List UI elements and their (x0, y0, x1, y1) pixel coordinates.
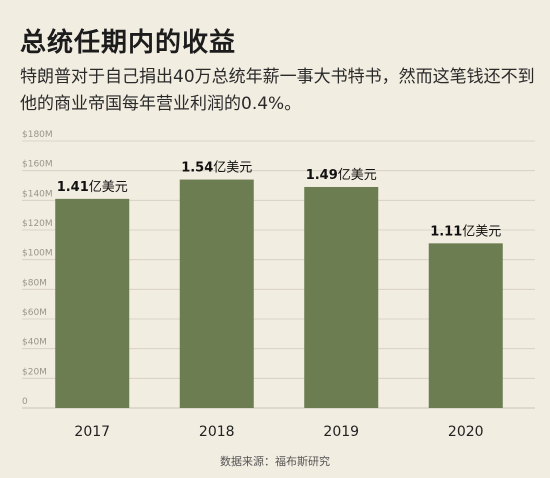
bar-2017 (55, 198, 130, 408)
y-tick-label: $100M (22, 249, 53, 259)
label-layer: 1.41亿美元 2017 1.54亿美元 2018 1.49亿美元 2019 1.11亿美元… (57, 161, 502, 440)
data-label: 1.11亿美元 (430, 224, 501, 239)
y-tick-label: $80M (22, 278, 47, 288)
source-note: 数据来源：福布斯研究 (220, 454, 330, 468)
y-tick-label: $120M (22, 219, 53, 229)
y-tick-label: $140M (22, 189, 53, 199)
x-tick-label: 2018 (199, 424, 235, 440)
chart-subtitle: 特朗普对于自己捐出40万总统年薪一事大书特书，然而这笔钱还不到他的商业帝国每年营… (20, 67, 535, 114)
x-tick-label: 2019 (323, 424, 359, 440)
bar-2018 (179, 179, 254, 408)
y-tick-label: $40M (22, 338, 47, 348)
data-label: 1.54亿美元 (181, 161, 252, 176)
x-tick-label: 2017 (74, 424, 110, 440)
y-tick-label: $60M (22, 308, 47, 318)
bar-layer (55, 179, 503, 408)
y-tick-label: $180M (22, 130, 53, 140)
y-tick-label: $20M (22, 367, 47, 377)
x-tick-label: 2020 (448, 424, 484, 440)
bar-2019 (304, 186, 379, 408)
bar-2020 (428, 243, 503, 408)
data-label: 1.41亿美元 (57, 180, 128, 195)
chart-title: 总统任期内的收益 (20, 28, 237, 58)
y-tick-label: 0 (22, 397, 28, 407)
y-tick-label: $160M (22, 160, 53, 170)
data-label: 1.49亿美元 (306, 168, 377, 183)
